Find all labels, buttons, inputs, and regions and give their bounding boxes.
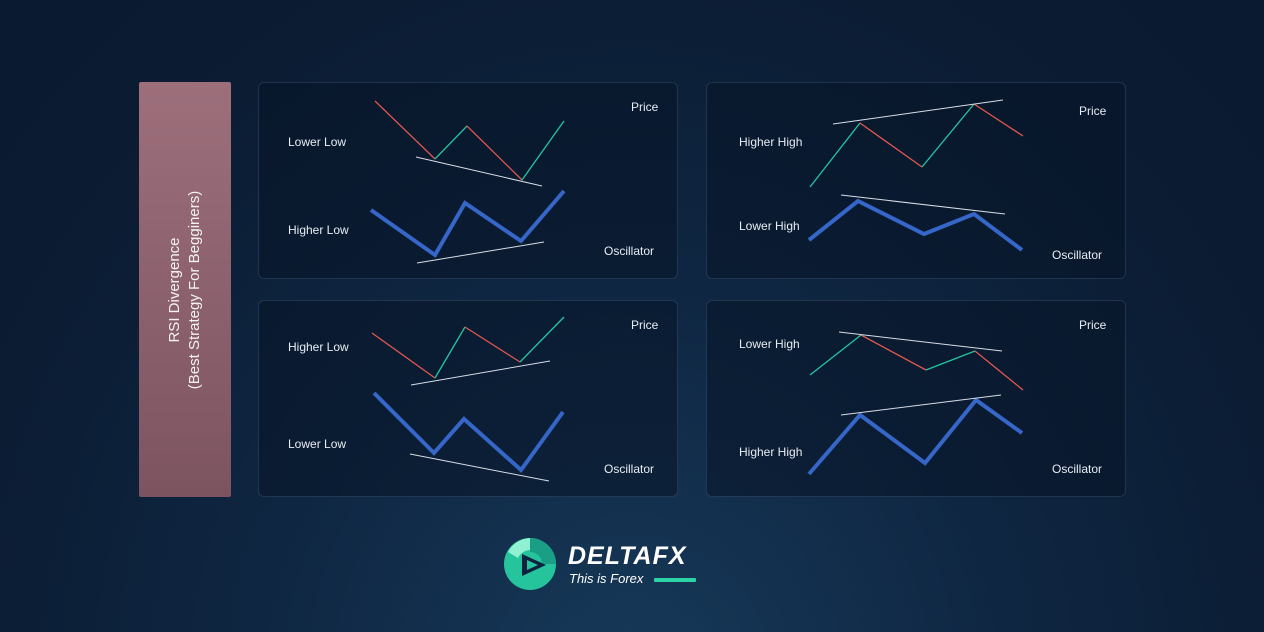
divergence-diagram [371,316,565,482]
price-line [809,334,1024,391]
brand-tagline: This is Forex [569,571,644,586]
oscillator-annotation: Lower High [739,219,800,233]
title-line-2: (Best Strategy For Begginers) [186,190,203,389]
price-annotation: Lower High [739,337,800,351]
title-banner: RSI Divergence (Best Strategy For Beggin… [139,82,231,497]
oscillator-label: Oscillator [1052,462,1103,476]
oscillator-line [372,391,565,473]
price-trendline [410,360,551,386]
oscillator-line [369,189,566,258]
oscillator-trendline [409,453,550,482]
panel-bullish-regular: Price Oscillator Lower Low Higher Low [258,82,678,279]
oscillator-annotation: Higher Low [288,223,349,237]
price-label: Price [1079,318,1107,332]
panel-bullish-hidden: Price Oscillator Higher Low Lower Low [258,300,678,497]
price-label: Price [1079,104,1107,118]
deltafx-logo: DELTAFX This is Forex [500,536,700,592]
oscillator-label: Oscillator [604,244,655,258]
oscillator-line [807,198,1024,252]
price-trendline [415,156,543,187]
panel-bearish-hidden: Price Oscillator Lower High Higher High [706,300,1126,497]
title-text: RSI Divergence (Best Strategy For Beggin… [165,190,205,388]
price-trendline [832,99,1004,125]
oscillator-annotation: Lower Low [288,437,347,451]
price-label: Price [631,100,659,114]
deltafx-logo-mark-icon [504,538,556,590]
oscillator-trendline [840,194,1006,215]
oscillator-label: Oscillator [1052,248,1103,262]
oscillator-annotation: Higher High [739,445,803,459]
price-annotation: Higher Low [288,340,349,354]
oscillator-line [807,397,1024,476]
divergence-diagram [807,99,1024,252]
oscillator-trendline [840,394,1002,416]
price-line [374,100,565,181]
price-annotation: Higher High [739,135,803,149]
price-label: Price [631,318,659,332]
brand-name: DELTAFX [568,542,687,570]
oscillator-trendline [416,241,545,264]
tagline-accent [654,578,696,582]
price-line [371,316,565,379]
price-line [809,103,1024,188]
price-annotation: Lower Low [288,135,347,149]
divergence-diagram [807,331,1024,476]
title-line-1: RSI Divergence [166,236,183,343]
panel-bearish-regular: Price Oscillator Higher High Lower High [706,82,1126,279]
divergence-diagram [369,100,566,264]
price-trendline [838,331,1003,352]
oscillator-label: Oscillator [604,462,655,476]
